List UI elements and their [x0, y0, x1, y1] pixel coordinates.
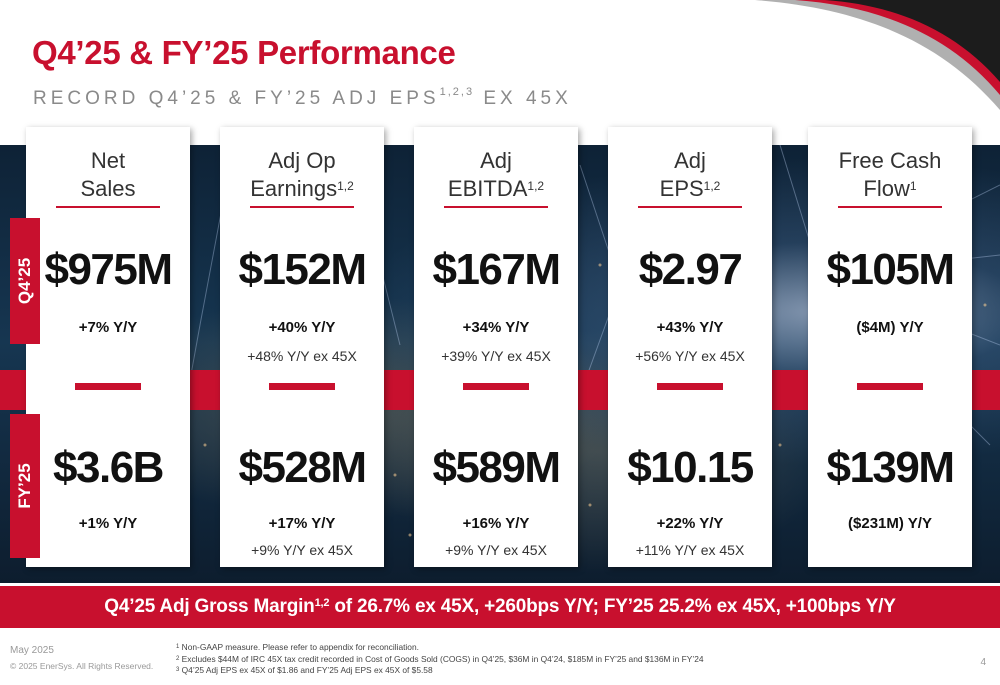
q4-yoy: +34% Y/Y — [462, 319, 530, 336]
fy-yoy-ex45x: +11% Y/Y ex 45X — [635, 542, 745, 558]
footnote-number: 2 — [176, 655, 180, 662]
fy-yoy: ($231M) Y/Y — [848, 515, 932, 532]
q4-yoy-ex45x: +48% Y/Y ex 45X — [247, 348, 357, 364]
fy-yoy: +1% Y/Y — [78, 515, 138, 532]
heading-line1: Adj — [674, 148, 706, 173]
margin-text-post: of 26.7% ex 45X, +260bps Y/Y; FY’25 25.2… — [329, 596, 896, 617]
divider-bar — [657, 383, 723, 390]
heading-rule — [56, 206, 160, 208]
corner-graphic — [580, 0, 1000, 110]
heading-footnote-ref: 1,2 — [703, 179, 721, 193]
heading-rule — [444, 206, 548, 208]
period-tab-label: Q4’25 — [15, 257, 34, 305]
heading-footnote-ref: 1,2 — [337, 179, 354, 193]
page-title: Q4’25 & FY’25 Performance — [32, 34, 456, 71]
heading-line1: Adj — [480, 148, 512, 173]
q4-value: $2.97 — [638, 245, 743, 294]
divider-bar — [75, 383, 141, 390]
metric-card-adj-eps: Adj EPS1,2 $2.97 +43% Y/Y +56% Y/Y ex 45X… — [608, 127, 772, 567]
metric-card-free-cash-flow: Free Cash Flow1 $105M ($4M) Y/Y $139M ($2… — [808, 127, 972, 567]
fy-value: $3.6B — [53, 443, 164, 492]
footnote-number: 1 — [176, 644, 180, 650]
period-tab-q4: Q4’25 — [10, 218, 40, 344]
heading-line1: Free Cash — [838, 148, 942, 173]
metric-heading: Free Cash Flow1 — [808, 147, 972, 203]
q4-yoy-ex45x: +39% Y/Y ex 45X — [441, 348, 551, 364]
period-tab-fy: FY’25 — [10, 414, 40, 558]
fy-yoy: +17% Y/Y — [268, 515, 336, 532]
footer-copyright: © 2025 EnerSys. All Rights Reserved. — [10, 661, 154, 671]
heading-footnote-ref: 1 — [909, 179, 917, 193]
q4-yoy-ex45x: +56% Y/Y ex 45X — [635, 348, 745, 364]
heading-footnote-ref: 1,2 — [527, 179, 545, 193]
fy-value: $10.15 — [627, 443, 754, 492]
page-subtitle: RECORD Q4’25 & FY’25 ADJ EPS1,2,3 EX 45X — [33, 86, 572, 110]
metric-heading: Adj Op Earnings1,2 — [220, 147, 384, 203]
divider-bar — [463, 383, 529, 390]
heading-rule — [638, 206, 742, 208]
heading-line2: Flow — [863, 176, 910, 201]
fy-value: $139M — [826, 443, 955, 492]
footnote-number: 3 — [176, 667, 180, 673]
margin-text-pre: Q4’25 Adj Gross Margin — [104, 596, 315, 617]
footnote: 2 Excludes $44M of IRC 45X tax credit re… — [176, 654, 704, 666]
heading-line1: Net — [90, 148, 126, 173]
divider-bar — [857, 383, 923, 390]
footnote-text: Non-GAAP measure. Please refer to append… — [181, 642, 419, 652]
page-number: 4 — [980, 657, 986, 668]
q4-value: $105M — [826, 245, 955, 294]
metric-card-adj-ebitda: Adj EBITDA1,2 $167M +34% Y/Y +39% Y/Y ex … — [414, 127, 578, 567]
metric-heading: Net Sales — [26, 147, 190, 203]
metric-card-adj-op-earnings: Adj Op Earnings1,2 $152M +40% Y/Y +48% Y/… — [220, 127, 384, 567]
footnote-text: Excludes $44M of IRC 45X tax credit reco… — [181, 653, 704, 664]
gross-margin-banner: Q4’25 Adj Gross Margin1,2 of 26.7% ex 45… — [0, 586, 1000, 628]
fy-yoy-ex45x: +9% Y/Y ex 45X — [251, 542, 353, 558]
heading-line2: EPS — [659, 176, 704, 201]
fy-yoy: +22% Y/Y — [656, 515, 724, 532]
footnote: 1 Non-GAAP measure. Please refer to appe… — [176, 642, 704, 654]
margin-footnote-ref: 1,2 — [314, 597, 330, 609]
q4-value: $167M — [432, 245, 561, 294]
footer-date: May 2025 — [10, 645, 54, 656]
q4-yoy: +43% Y/Y — [656, 319, 724, 336]
footnote: 3 Q4’25 Adj EPS ex 45X of $1.86 and FY’2… — [176, 665, 704, 677]
q4-yoy: +7% Y/Y — [78, 319, 138, 336]
period-tab-label: FY’25 — [15, 463, 34, 509]
subtitle-text: RECORD Q4’25 & FY’25 ADJ EPS — [33, 88, 440, 109]
footnote-text: Q4’25 Adj EPS ex 45X of $1.86 and FY’25 … — [181, 665, 433, 675]
footnotes: 1 Non-GAAP measure. Please refer to appe… — [176, 642, 704, 677]
heading-line2: EBITDA — [447, 176, 528, 201]
heading-rule — [838, 206, 942, 208]
fy-value: $528M — [238, 443, 367, 492]
heading-line1: Adj Op — [268, 148, 336, 173]
fy-yoy: +16% Y/Y — [462, 515, 530, 532]
heading-rule — [250, 206, 354, 208]
fy-value: $589M — [432, 443, 561, 492]
subtitle-tail: EX 45X — [474, 88, 572, 109]
q4-yoy: ($4M) Y/Y — [856, 319, 924, 336]
q4-yoy: +40% Y/Y — [268, 319, 336, 336]
q4-value: $152M — [238, 245, 367, 294]
q4-value: $975M — [44, 245, 173, 294]
heading-line2: Sales — [80, 176, 136, 201]
subtitle-footnote-ref: 1,2,3 — [439, 86, 475, 98]
divider-bar — [269, 383, 335, 390]
metric-heading: Adj EPS1,2 — [608, 147, 772, 203]
metric-card-net-sales: Net Sales $975M +7% Y/Y $3.6B +1% Y/Y — [26, 127, 190, 567]
metric-heading: Adj EBITDA1,2 — [414, 147, 578, 203]
heading-line2: Earnings — [250, 176, 338, 201]
fy-yoy-ex45x: +9% Y/Y ex 45X — [445, 542, 547, 558]
